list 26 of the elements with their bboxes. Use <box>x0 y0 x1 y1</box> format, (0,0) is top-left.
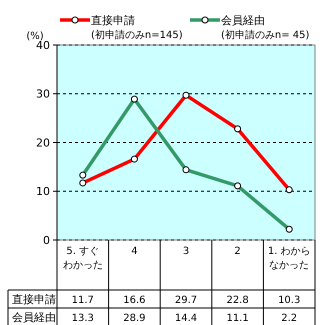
x-tick-label: 2 <box>234 246 241 257</box>
data-label: 10.3 <box>278 295 300 306</box>
data-label: 28.9 <box>123 313 146 324</box>
text: 会員経由 <box>12 311 56 324</box>
data-label: 2.2 <box>281 313 298 324</box>
y-tick-label: 10 <box>36 185 50 198</box>
x-tick-label: 3 <box>182 246 190 257</box>
y-tick-label: 30 <box>36 88 50 101</box>
data-label: 11.1 <box>226 313 249 324</box>
y-tick-label: 0 <box>43 234 50 247</box>
data-label: 11.7 <box>72 295 94 306</box>
data-label: 13.3 <box>72 313 94 324</box>
text: (初申請のみn=145) <box>91 29 183 41</box>
x-tick-label: 1. わからなかった <box>268 246 311 271</box>
y-axis-title: (%) <box>26 31 44 42</box>
y-tick-label: 20 <box>36 136 50 150</box>
data-label: 22.8 <box>226 295 249 306</box>
legend-label: 会員経由 <box>221 14 265 27</box>
text: (初申請のみn= 45) <box>221 29 310 41</box>
data-label: 16.6 <box>123 295 146 306</box>
x-tick-label: 4 <box>131 246 138 257</box>
data-label: 14.4 <box>174 313 198 324</box>
data-label: 29.7 <box>174 295 198 306</box>
x-tick-label: 5. すぐわかった <box>62 246 103 271</box>
text: 直接申請 <box>12 293 56 306</box>
legend-label: 直接申請 <box>91 14 135 27</box>
